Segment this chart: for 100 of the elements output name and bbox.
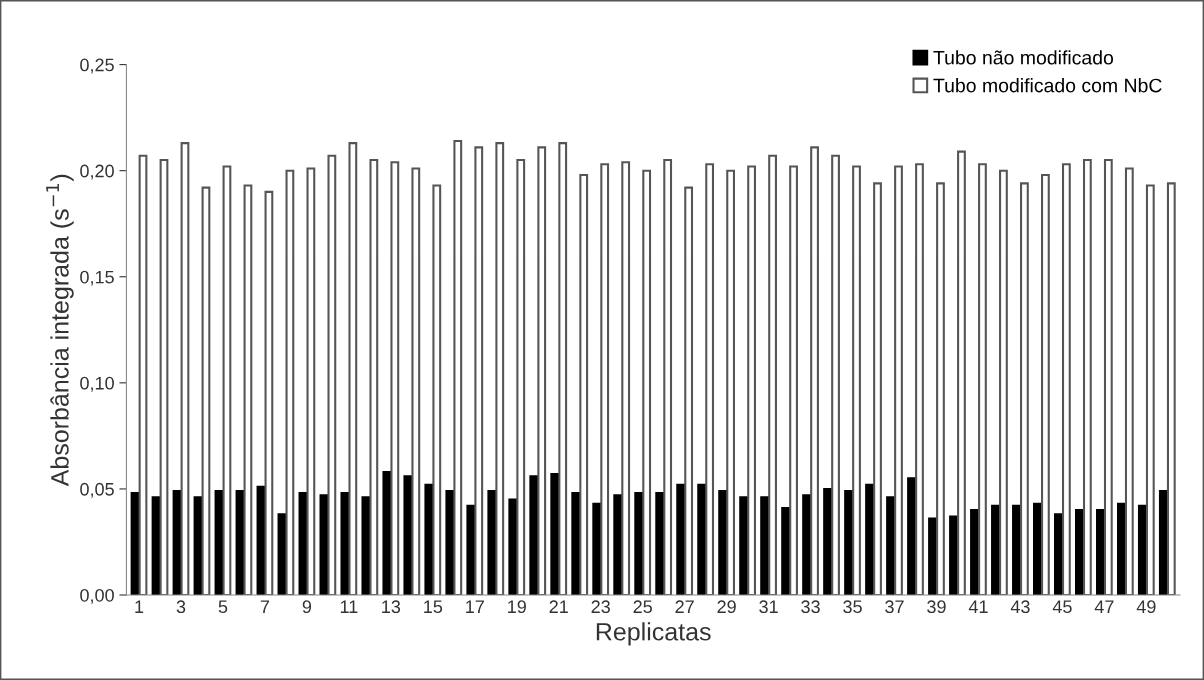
bar — [1166, 182, 1176, 595]
y-tick-label: 0,05 — [80, 482, 114, 498]
bar — [487, 490, 497, 595]
bar — [802, 494, 811, 595]
bar — [138, 154, 148, 595]
bar — [999, 169, 1008, 595]
bar — [277, 513, 287, 595]
bar — [445, 490, 455, 595]
bar — [726, 169, 736, 595]
y-tick-label: 0,15 — [80, 270, 114, 286]
bar — [1103, 159, 1113, 595]
x-tick-label: 25 — [633, 600, 652, 614]
x-tick-label: 31 — [759, 600, 778, 614]
bar — [495, 142, 505, 595]
bar — [705, 163, 715, 595]
x-tick-label: 11 — [340, 600, 358, 613]
bar — [1020, 182, 1029, 595]
bar — [424, 483, 434, 595]
legend-label: Tubo não modificado — [933, 50, 1114, 65]
bar — [768, 154, 777, 595]
bar — [1033, 502, 1042, 595]
bar — [634, 492, 644, 595]
bar — [558, 142, 568, 595]
bar — [1095, 509, 1105, 595]
bar — [1145, 184, 1155, 595]
x-tick-label: 27 — [675, 600, 694, 613]
x-tick-label: 21 — [549, 600, 568, 613]
bar — [676, 483, 686, 595]
bar — [760, 496, 769, 595]
x-tick-label: 43 — [1010, 600, 1030, 614]
bar — [411, 167, 421, 595]
bar — [810, 146, 819, 595]
y-tick-label: 0,20 — [80, 164, 114, 180]
bar — [592, 502, 602, 595]
bar — [928, 517, 937, 595]
x-tick-label: 47 — [1094, 600, 1114, 613]
bar — [222, 165, 232, 595]
bar — [865, 483, 874, 595]
bar — [201, 186, 211, 595]
bar — [949, 515, 958, 595]
bar — [466, 504, 476, 595]
bar — [852, 165, 861, 595]
bar — [781, 506, 790, 595]
bar — [550, 473, 560, 595]
x-tick-label: 35 — [843, 600, 862, 614]
x-tick-label: 45 — [1052, 600, 1072, 614]
bar — [243, 184, 253, 595]
bar — [264, 190, 274, 595]
bar — [319, 494, 329, 595]
y-tick-label: 0,10 — [80, 376, 114, 392]
bar — [348, 142, 358, 595]
legend-label: Tubo modificado com NbC — [933, 78, 1162, 93]
bar — [970, 509, 979, 595]
bar — [151, 496, 161, 595]
x-tick-label: 29 — [717, 600, 736, 614]
bar — [1124, 167, 1134, 595]
bar — [508, 498, 518, 595]
bar — [697, 483, 707, 595]
bar — [873, 182, 882, 595]
bar — [340, 492, 350, 595]
bar — [739, 496, 749, 595]
bar — [655, 492, 665, 595]
bar — [663, 159, 673, 595]
bar — [529, 475, 539, 595]
bar — [718, 490, 728, 595]
bar — [453, 139, 463, 595]
x-tick-label: 13 — [382, 600, 401, 614]
bar — [537, 146, 547, 595]
x-tick-label: 9 — [302, 600, 312, 614]
bar — [432, 184, 442, 595]
bar — [1075, 509, 1084, 595]
x-tick-label: 33 — [801, 600, 820, 614]
bar — [894, 165, 903, 595]
bar — [886, 496, 895, 595]
bar — [1012, 504, 1021, 595]
x-tick-label: 49 — [1136, 600, 1156, 614]
bar — [1054, 513, 1063, 595]
bar — [907, 477, 916, 595]
bar — [642, 169, 652, 595]
bar — [180, 142, 190, 595]
bar — [1041, 173, 1050, 595]
bar — [193, 496, 203, 595]
bar — [991, 504, 1000, 595]
bar — [159, 159, 169, 595]
bar — [613, 494, 623, 595]
bar — [327, 154, 337, 595]
bar — [235, 490, 245, 595]
bar — [1116, 502, 1126, 595]
y-axis-title: Absorbância integrada (s$^{−1}$) — [46, 174, 74, 487]
bar — [978, 163, 987, 595]
x-tick-label: 17 — [466, 600, 484, 613]
bar — [474, 146, 484, 595]
x-axis-title: Replicatas — [596, 622, 711, 646]
bar — [571, 492, 581, 595]
bar — [957, 150, 966, 595]
bar — [831, 154, 840, 595]
bar — [382, 470, 392, 595]
x-tick-label: 7 — [260, 600, 270, 613]
x-tick-label: 5 — [218, 600, 228, 614]
x-tick-label: 39 — [927, 600, 946, 614]
